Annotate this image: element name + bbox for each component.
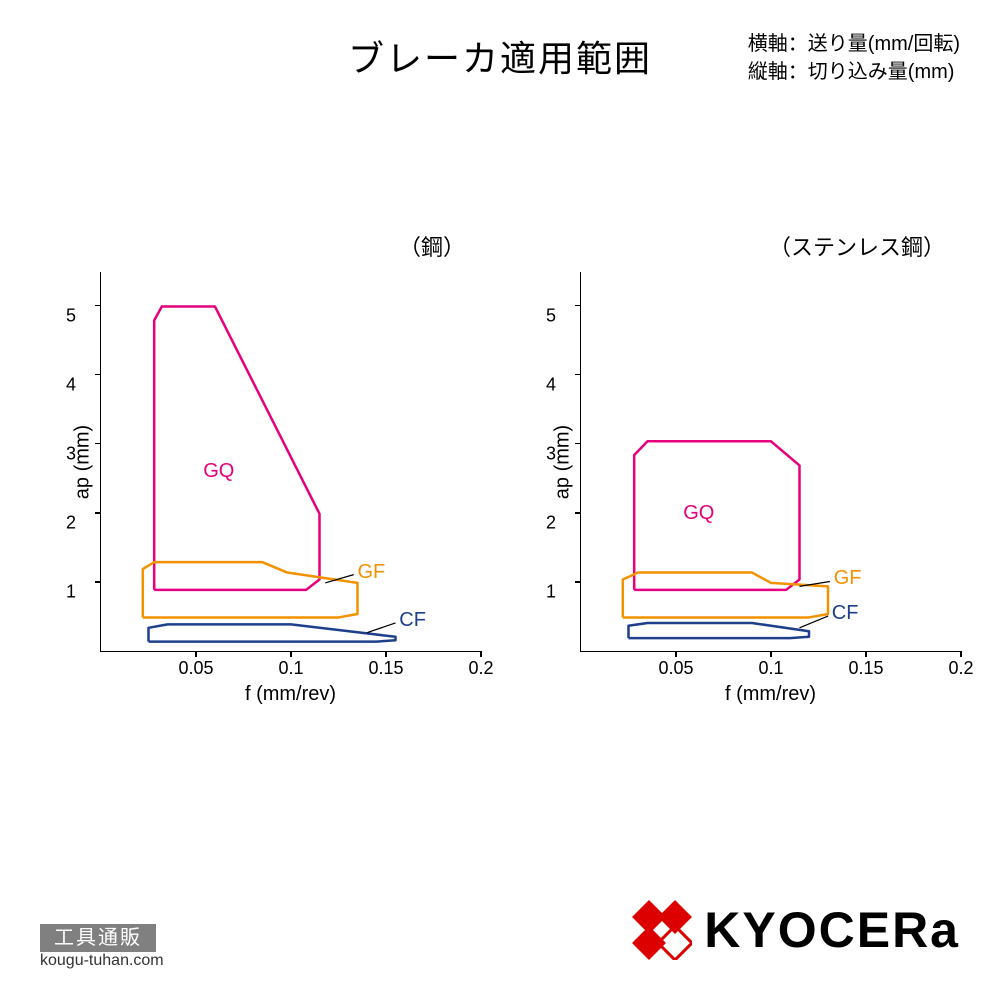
x-tick-label: 0.1 (758, 658, 783, 679)
plot-area: ap (mm)f (mm/rev)123450.050.10.150.2GQGF… (580, 272, 960, 652)
kyocera-logo-text: KYOCERa (704, 901, 960, 959)
kyocera-logo-icon (632, 900, 692, 960)
series-GQ (634, 441, 799, 590)
y-tick-label: 2 (546, 512, 556, 533)
x-axis-label: f (mm/rev) (245, 683, 336, 706)
x-axis-label: f (mm/rev) (725, 683, 816, 706)
x-tick-label: 0.05 (178, 658, 213, 679)
y-tick-label: 1 (66, 581, 76, 602)
x-tick-label: 0.2 (468, 658, 493, 679)
x-tick-label: 0.05 (658, 658, 693, 679)
x-tick-label: 0.15 (368, 658, 403, 679)
series-GF (623, 573, 828, 618)
axis-description: 横軸：送り量(mm/回転) 縦軸：切り込み量(mm) (748, 30, 960, 86)
series-CF (149, 624, 396, 641)
shop-name: 工具通販 (40, 924, 156, 952)
chart-container-1: （ステンレス鋼） ap (mm)f (mm/rev)123450.050.10.1… (520, 230, 960, 652)
y-tick-label: 3 (66, 443, 76, 464)
leader-line (367, 623, 396, 633)
x-axis-desc: 横軸：送り量(mm/回転) (748, 30, 960, 58)
kyocera-logo: KYOCERa (632, 900, 960, 960)
y-tick-label: 4 (546, 374, 556, 395)
chart-row: （鋼） ap (mm)f (mm/rev)123450.050.10.150.2G… (40, 230, 960, 652)
y-tick-label: 1 (546, 581, 556, 602)
plot-area: ap (mm)f (mm/rev)123450.050.10.150.2GQGF… (100, 272, 480, 652)
x-tick-label: 0.1 (278, 658, 303, 679)
y-tick-label: 5 (66, 305, 76, 326)
chart-svg (581, 272, 961, 652)
y-tick-label: 2 (66, 512, 76, 533)
chart-container-0: （鋼） ap (mm)f (mm/rev)123450.050.10.150.2G… (40, 230, 480, 652)
chart-svg (101, 272, 481, 652)
series-CF (629, 623, 810, 638)
y-tick-label: 4 (66, 374, 76, 395)
series-GQ (154, 307, 319, 590)
chart-title: （ステンレス鋼） (520, 230, 960, 262)
shop-label: 工具通販 kougu-tuhan.com (40, 921, 164, 970)
shop-url: kougu-tuhan.com (40, 952, 164, 970)
x-tick-label: 0.2 (948, 658, 973, 679)
chart-title: （鋼） (40, 230, 480, 262)
y-axis-desc: 縦軸：切り込み量(mm) (748, 58, 960, 86)
y-tick-label: 5 (546, 305, 556, 326)
x-tick-label: 0.15 (848, 658, 883, 679)
y-tick-label: 3 (546, 443, 556, 464)
